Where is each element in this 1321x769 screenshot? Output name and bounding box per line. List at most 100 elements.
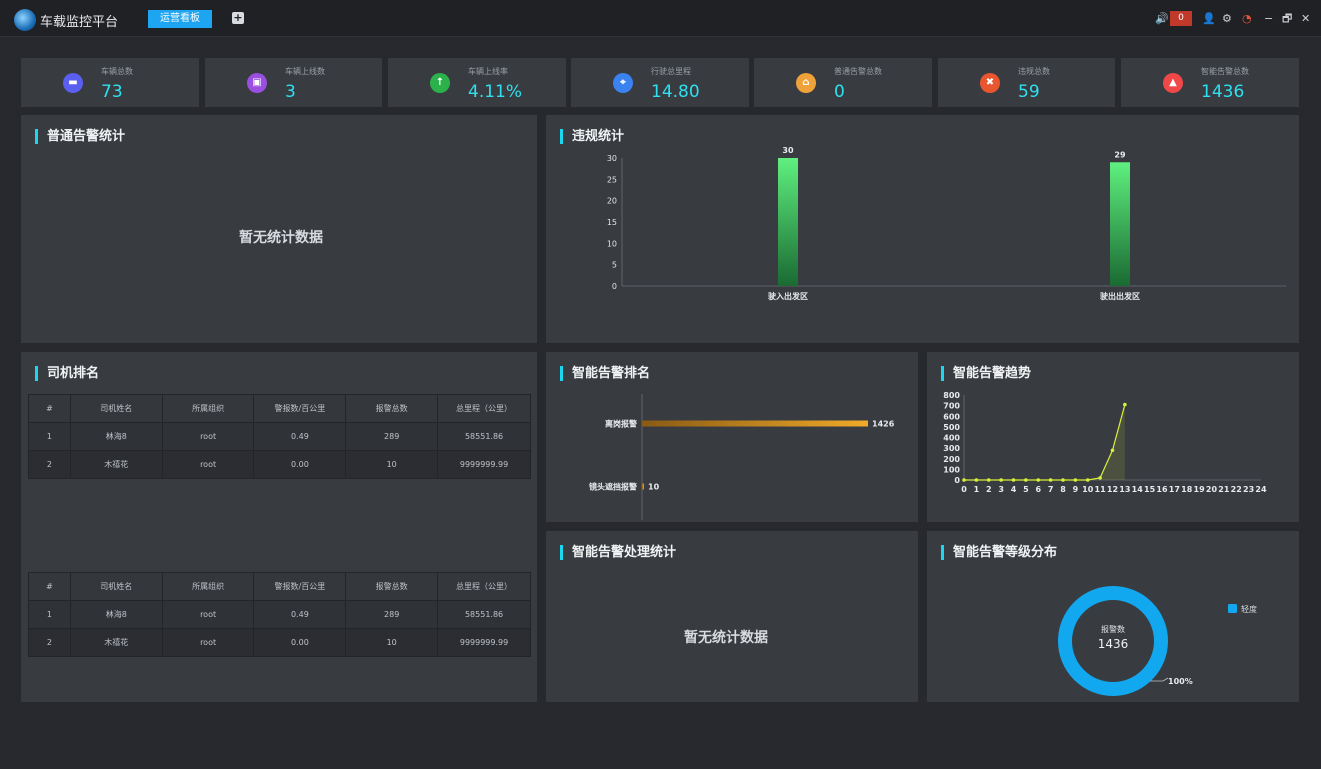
stat-value: 59	[1018, 82, 1040, 102]
x-tick-label: 11	[1095, 485, 1107, 494]
panel-title: 智能告警处理统计	[560, 545, 676, 560]
table-header[interactable]: 司机姓名	[69, 394, 163, 423]
table-cell: 10	[345, 628, 439, 657]
data-label: 29	[1114, 150, 1126, 159]
table-header-row: # 司机姓名 所属组织 警报数/百公里 报警总数 总里程（公里）	[28, 394, 531, 423]
table-cell: 58551.86	[437, 422, 531, 451]
alarm-count-badge[interactable]: 0	[1170, 11, 1192, 26]
table-header[interactable]: 所属组织	[161, 394, 255, 423]
table-row[interactable]: 2 木禧花 root 0.00 10 9999999.99	[28, 628, 531, 657]
stat-card-vehicle-total: ▬ 车辆总数 73	[21, 58, 199, 107]
x-tick-label: 14	[1132, 485, 1144, 494]
y-tick-label: 20	[607, 197, 617, 206]
app-title: 车载监控平台	[40, 15, 119, 30]
stat-label: 违规总数	[1018, 67, 1050, 76]
stat-label: 普通告警总数	[834, 67, 882, 76]
table-header[interactable]: #	[28, 394, 71, 423]
table-header[interactable]: 总里程（公里）	[437, 394, 531, 423]
table-row[interactable]: 2 木禧花 root 0.00 10 9999999.99	[28, 450, 531, 479]
x-tick-label: 17	[1169, 485, 1180, 494]
panel-title: 智能告警排名	[560, 366, 650, 381]
y-tick-label: 500	[943, 423, 960, 432]
x-tick-label: 9	[1073, 485, 1079, 494]
y-tick-label: 镜头遮挡报警	[589, 482, 637, 492]
data-label: 30	[782, 146, 794, 155]
table-header[interactable]: 报警总数	[345, 572, 439, 601]
y-tick-label: 100	[943, 465, 960, 474]
data-point	[1123, 402, 1127, 407]
speedometer-icon[interactable]: ◔	[1242, 12, 1252, 25]
stat-card-vehicle-online: ▣ 车辆上线数 3	[205, 58, 382, 107]
x-tick-label: 3	[998, 485, 1004, 494]
tab-operations-dashboard[interactable]: 运营看板	[148, 10, 212, 28]
table-header[interactable]: 警报数/百公里	[253, 572, 347, 601]
donut-center-label: 报警数	[1101, 624, 1125, 634]
y-tick-label: 30	[607, 154, 617, 163]
data-point	[974, 478, 979, 482]
panel-normal-alarm: 普通告警统计 暂无统计数据	[21, 115, 537, 343]
table-cell: 9999999.99	[437, 628, 531, 657]
stat-value: 73	[101, 82, 123, 102]
arrow-up-icon: ↑	[430, 73, 450, 93]
table-header[interactable]: 司机姓名	[69, 572, 163, 601]
x-tick-label: 23	[1243, 485, 1254, 494]
smart-rank-chart: 离岗报警 1426 镜头遮挡报警 10	[589, 394, 895, 520]
table-cell: 0.49	[253, 600, 347, 629]
data-point	[1048, 478, 1053, 482]
table-cell: root	[161, 422, 255, 451]
panel-smart-level: 智能告警等级分布 报警数 1436 100% 轻度	[927, 531, 1299, 702]
table-cell: 木禧花	[69, 450, 163, 479]
table-row[interactable]: 1 林海8 root 0.49 289 58551.86	[28, 422, 531, 451]
legend-label[interactable]: 轻度	[1241, 604, 1257, 614]
stat-card-violation: ✖ 违规总数 59	[938, 58, 1115, 107]
stat-value: 4.11%	[468, 82, 523, 102]
data-label: 1426	[872, 420, 895, 429]
table-cell: 0.00	[253, 628, 347, 657]
x-tick-label: 22	[1231, 485, 1242, 494]
y-tick-label: 300	[943, 444, 960, 453]
x-tick-label: 18	[1181, 485, 1193, 494]
bar	[642, 483, 644, 490]
stat-value: 1436	[1201, 82, 1245, 102]
panel-title: 智能告警趋势	[941, 366, 1031, 381]
x-tick-label: 21	[1218, 485, 1230, 494]
title-bar: 车载监控平台 运营看板 + 🔊 0 👤 ⚙ ◔ − 🗗 ✕	[0, 0, 1321, 37]
minimize-button[interactable]: −	[1264, 12, 1274, 25]
table-header[interactable]: 警报数/百公里	[253, 394, 347, 423]
table-cell: root	[161, 628, 255, 657]
data-point	[1110, 448, 1115, 453]
restore-button[interactable]: 🗗	[1282, 12, 1293, 25]
alarm-lamp-icon: ⌂	[796, 73, 816, 93]
data-point	[1073, 478, 1078, 482]
bell-icon: ▲	[1163, 73, 1183, 93]
table-header[interactable]: #	[28, 572, 71, 601]
data-point	[1024, 478, 1028, 482]
panel-smart-trend: 智能告警趋势 0 100 200 300 400 500 600 700 800 0 1 2 3 4 5 6 7…	[927, 352, 1299, 522]
stat-card-online-rate: ↑ 车辆上线率 4.11%	[388, 58, 566, 107]
user-icon[interactable]: 👤	[1202, 12, 1216, 25]
table-cell: 林海8	[69, 422, 163, 451]
table-row[interactable]: 1 林海8 root 0.49 289 58551.86	[28, 600, 531, 629]
close-button[interactable]: ✕	[1301, 12, 1311, 25]
table-cell: 1	[28, 600, 71, 629]
table-header[interactable]: 报警总数	[345, 394, 439, 423]
gear-icon[interactable]: ⚙	[1222, 12, 1232, 25]
y-tick-label: 25	[607, 175, 617, 184]
table-cell: 58551.86	[437, 600, 531, 629]
stat-label: 车辆上线率	[468, 67, 508, 76]
speaker-icon[interactable]: 🔊	[1155, 12, 1169, 25]
bar	[642, 420, 868, 427]
add-tab-button[interactable]: +	[232, 11, 244, 24]
data-point	[1011, 478, 1016, 482]
table-header[interactable]: 所属组织	[161, 572, 255, 601]
y-tick-label: 200	[943, 455, 960, 464]
legend-swatch[interactable]	[1228, 604, 1237, 613]
donut-slice[interactable]	[1058, 586, 1168, 696]
table-cell: 林海8	[69, 600, 163, 629]
table-cell: 289	[345, 422, 439, 451]
no-data-text: 暂无统计数据	[684, 630, 768, 646]
table-cell: root	[161, 450, 255, 479]
vehicle-online-icon: ▣	[247, 73, 267, 93]
table-header[interactable]: 总里程（公里）	[437, 572, 531, 601]
stat-card-smart-alarm: ▲ 智能告警总数 1436	[1121, 58, 1299, 107]
